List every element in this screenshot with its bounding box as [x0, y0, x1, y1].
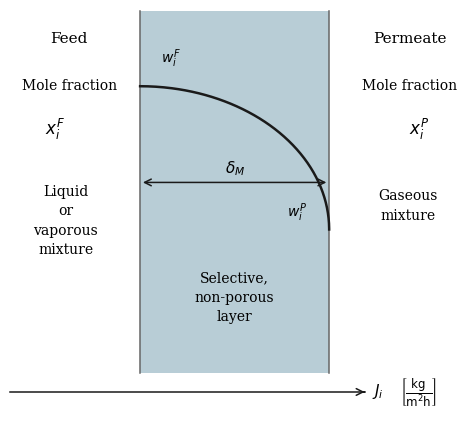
Text: Gaseous
mixture: Gaseous mixture: [378, 189, 438, 223]
Text: Liquid
or
vaporous
mixture: Liquid or vaporous mixture: [34, 184, 98, 257]
Text: $w_i^P$: $w_i^P$: [287, 201, 307, 224]
Text: $\delta_M$: $\delta_M$: [225, 159, 245, 178]
Text: $\left[\dfrac{\mathrm{kg}}{\mathrm{m}^2\mathrm{h}}\right]$: $\left[\dfrac{\mathrm{kg}}{\mathrm{m}^2\…: [400, 376, 437, 408]
Text: $w_i^F$: $w_i^F$: [161, 47, 181, 70]
Text: $x_i^F$: $x_i^F$: [45, 116, 65, 142]
Text: Selective,
non-porous
layer: Selective, non-porous layer: [195, 272, 274, 324]
Text: $J_i$: $J_i$: [372, 383, 383, 402]
Text: Feed: Feed: [51, 32, 88, 46]
Text: Permeate: Permeate: [373, 32, 446, 46]
Text: $x_i^P$: $x_i^P$: [409, 116, 429, 142]
Bar: [140, 12, 329, 373]
Text: Mole fraction: Mole fraction: [362, 79, 457, 93]
Text: Mole fraction: Mole fraction: [22, 79, 117, 93]
